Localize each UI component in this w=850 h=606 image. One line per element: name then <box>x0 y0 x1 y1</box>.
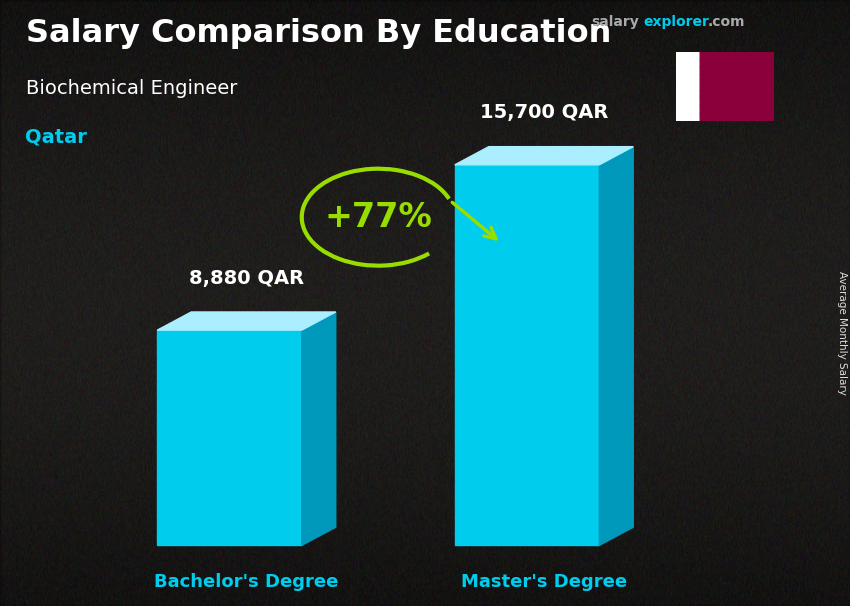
Text: Biochemical Engineer: Biochemical Engineer <box>26 79 237 98</box>
Polygon shape <box>599 147 633 545</box>
Text: explorer: explorer <box>643 15 709 29</box>
Text: +77%: +77% <box>325 201 432 234</box>
Bar <box>157 330 302 545</box>
Polygon shape <box>700 67 709 75</box>
Text: 15,700 QAR: 15,700 QAR <box>479 104 609 122</box>
Text: salary: salary <box>591 15 638 29</box>
Polygon shape <box>700 113 709 121</box>
Polygon shape <box>700 105 709 113</box>
Bar <box>676 52 700 121</box>
Polygon shape <box>700 75 709 82</box>
Bar <box>455 165 599 545</box>
Text: Salary Comparison By Education: Salary Comparison By Education <box>26 18 611 49</box>
Polygon shape <box>700 90 709 98</box>
Text: Master's Degree: Master's Degree <box>461 573 627 591</box>
Polygon shape <box>700 59 709 67</box>
Polygon shape <box>700 98 709 105</box>
Text: Average Monthly Salary: Average Monthly Salary <box>836 271 847 395</box>
Polygon shape <box>157 312 336 330</box>
Polygon shape <box>455 147 633 165</box>
Polygon shape <box>700 82 709 90</box>
Text: Bachelor's Degree: Bachelor's Degree <box>155 573 338 591</box>
Text: 8,880 QAR: 8,880 QAR <box>189 268 304 288</box>
Text: .com: .com <box>707 15 745 29</box>
Polygon shape <box>302 312 336 545</box>
Text: Qatar: Qatar <box>26 127 88 146</box>
Polygon shape <box>700 52 709 59</box>
